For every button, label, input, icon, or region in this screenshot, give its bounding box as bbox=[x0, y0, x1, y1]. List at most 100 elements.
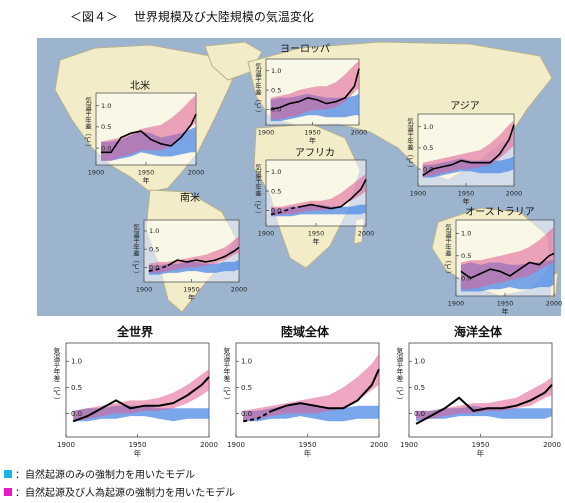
xtick-label-europe: 1900 bbox=[258, 129, 275, 137]
xaxis-label-land: 年 bbox=[304, 448, 312, 458]
ytick-label-north-america: 0.0 bbox=[101, 144, 111, 152]
xtick-label-australia: 1950 bbox=[497, 300, 514, 308]
ytick-label-ocean: 0.5 bbox=[414, 384, 425, 392]
chart-europe: 1.0 0.5 0.0 1900 1950 2000 年 気温平年差（℃） ヨーロッパ bbox=[254, 43, 368, 145]
observed-line-land bbox=[271, 368, 380, 412]
xtick-label-africa: 2000 bbox=[358, 230, 375, 238]
chart-title-australia: オーストラリア bbox=[465, 206, 535, 218]
ytick-label-south-america: 0.0 bbox=[149, 264, 159, 272]
xtick-label-australia: 1900 bbox=[448, 300, 465, 308]
anthropogenic-forcing-band-ocean bbox=[416, 376, 552, 419]
ytick-label-europe: 0.0 bbox=[271, 106, 281, 114]
ytick-label-europe: 1.0 bbox=[271, 67, 281, 75]
xtick-label-europe: 1950 bbox=[304, 129, 321, 137]
observed-line-europe bbox=[270, 68, 360, 111]
chart-ocean: 1.0 0.5 0.0 1900 1950 2000 年 気温平年差（℃） 海洋全体 bbox=[396, 324, 561, 458]
chart-land: 1.0 0.5 0.0 1900 1950 2000 年 気温平年差（℃） 陸域全体 bbox=[223, 324, 388, 458]
anthropogenic-forcing-band-europe bbox=[270, 60, 359, 120]
xaxis-label-south-america: 年 bbox=[188, 293, 195, 302]
xtick-label-ocean: 1950 bbox=[472, 441, 490, 449]
chart-south-america: 1.0 0.5 0.0 1900 1950 2000 年 気温平年差（℃） 南米 bbox=[132, 191, 248, 302]
legend-swatch-anthropogenic bbox=[4, 487, 12, 496]
ytick-label-north-america: 0.5 bbox=[101, 123, 111, 131]
ytick-label-africa: 1.0 bbox=[271, 168, 281, 176]
yaxis-label-global: 気温平年差（℃） bbox=[53, 346, 61, 404]
ytick-label-ocean: 1.0 bbox=[414, 358, 425, 366]
chart-africa: 1.0 0.5 0.0 1900 1950 2000 年 気温平年差（℃） アフリカ bbox=[254, 147, 375, 246]
observed-line-ocean bbox=[415, 384, 553, 425]
yaxis-label-south-america: 気温平年差（℃） bbox=[132, 223, 140, 278]
xtick-label-asia: 1900 bbox=[410, 190, 427, 198]
ytick-label-australia: 0.0 bbox=[461, 274, 471, 282]
ytick-label-africa: 0.0 bbox=[271, 207, 281, 215]
xaxis-label-africa: 年 bbox=[313, 237, 320, 246]
observed-line-north-america bbox=[101, 113, 197, 154]
legend-label-anthropogenic: ：自然起源及び人為起源の強制力を用いたモデル bbox=[15, 488, 235, 499]
ytick-label-asia: 0.0 bbox=[423, 165, 433, 173]
ytick-label-australia: 0.5 bbox=[461, 252, 471, 260]
xtick-label-global: 1900 bbox=[57, 441, 75, 449]
yaxis-label-australia: 気温平年差（℃） bbox=[444, 223, 452, 278]
yaxis-label-ocean: 気温平年差（℃） bbox=[396, 346, 404, 404]
ytick-label-europe: 0.5 bbox=[271, 86, 281, 94]
xtick-label-south-america: 2000 bbox=[231, 286, 248, 294]
xtick-label-land: 2000 bbox=[370, 441, 388, 449]
chart-global: 1.0 0.5 0.0 1900 1950 2000 年 気温平年差（℃） 全世界 bbox=[53, 324, 218, 458]
yaxis-label-north-america: 気温平年差（℃） bbox=[84, 96, 92, 151]
legend-label-natural: ：自然起源のみの強制力を用いたモデル bbox=[15, 470, 195, 481]
xtick-label-australia: 2000 bbox=[546, 300, 563, 308]
xtick-label-ocean: 2000 bbox=[543, 441, 561, 449]
chart-title-europe: ヨーロッパ bbox=[280, 43, 330, 55]
xtick-label-europe: 2000 bbox=[351, 129, 368, 137]
observed-line-dashed-africa bbox=[270, 205, 302, 216]
xtick-label-ocean: 1900 bbox=[400, 441, 418, 449]
xaxis-label-europe: 年 bbox=[309, 136, 316, 145]
xtick-label-north-america: 1900 bbox=[88, 169, 105, 177]
ytick-label-south-america: 1.0 bbox=[149, 227, 159, 235]
anthropogenic-forcing-band-global bbox=[73, 369, 209, 422]
xaxis-label-global: 年 bbox=[134, 448, 142, 458]
xtick-label-global: 2000 bbox=[200, 441, 218, 449]
yaxis-label-land: 気温平年差（℃） bbox=[223, 346, 231, 404]
observed-line-global bbox=[72, 376, 210, 423]
ytick-label-asia: 1.0 bbox=[423, 123, 433, 131]
chart-asia: 1.0 0.5 0.0 1900 1950 2000 年 気温平年差（℃） アジア bbox=[406, 101, 523, 206]
natural-forcing-band-south-america bbox=[148, 260, 239, 275]
xaxis-label-north-america: 年 bbox=[143, 176, 150, 185]
chart-title-south-america: 南米 bbox=[180, 191, 200, 204]
observed-line-africa bbox=[300, 179, 367, 210]
chart-title-global: 全世界 bbox=[116, 324, 153, 339]
chart-title-africa: アフリカ bbox=[295, 147, 335, 159]
xaxis-label-ocean: 年 bbox=[477, 448, 485, 458]
xtick-label-africa: 1950 bbox=[308, 230, 325, 238]
legend-item-anthropogenic: ：自然起源及び人為起源の強制力を用いたモデル bbox=[4, 484, 235, 499]
chart-australia: 1.0 0.5 0.0 1900 1950 2000 年 気温平年差（℃） オーストラリア bbox=[444, 206, 563, 316]
observed-line-dashed-south-america bbox=[148, 264, 169, 272]
xtick-label-asia: 1950 bbox=[458, 190, 475, 198]
ytick-label-africa: 0.5 bbox=[271, 187, 281, 195]
xtick-label-land: 1950 bbox=[299, 441, 317, 449]
figure-title: ＜図４＞ 世界規模及び大陸規模の気温変化 bbox=[70, 10, 314, 24]
xtick-label-south-america: 1950 bbox=[183, 286, 200, 294]
xtick-label-asia: 2000 bbox=[506, 190, 523, 198]
ytick-label-land: 0.0 bbox=[241, 410, 252, 418]
legend-swatch-natural bbox=[4, 469, 12, 478]
yaxis-label-africa: 気温平年差（℃） bbox=[254, 163, 262, 218]
xtick-label-land: 1900 bbox=[227, 441, 245, 449]
xtick-label-global: 1950 bbox=[129, 441, 147, 449]
anthropogenic-forcing-band-australia bbox=[460, 226, 554, 290]
chart-frame-ocean bbox=[408, 342, 553, 438]
ytick-label-land: 0.5 bbox=[241, 384, 252, 392]
ytick-label-global: 0.5 bbox=[71, 384, 82, 392]
xtick-label-north-america: 1950 bbox=[138, 169, 155, 177]
chart-title-north-america: 北米 bbox=[130, 79, 150, 92]
observed-line-south-america bbox=[167, 246, 240, 267]
xaxis-label-asia: 年 bbox=[463, 197, 470, 206]
ytick-label-north-america: 1.0 bbox=[101, 102, 111, 110]
yaxis-label-europe: 気温平年差（℃） bbox=[254, 62, 262, 117]
yaxis-label-asia: 気温平年差（℃） bbox=[406, 117, 414, 172]
anthropogenic-forcing-band-asia bbox=[422, 120, 514, 178]
xaxis-label-australia: 年 bbox=[502, 307, 509, 316]
observed-line-asia bbox=[422, 124, 515, 177]
ytick-label-global: 0.0 bbox=[71, 410, 82, 418]
